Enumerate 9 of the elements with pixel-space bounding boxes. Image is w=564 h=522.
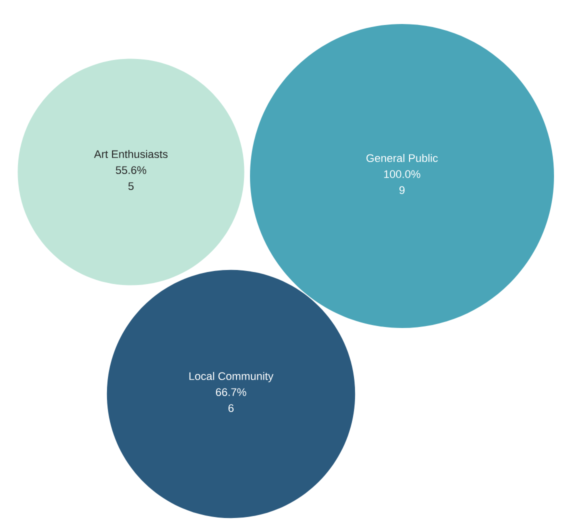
text: 100.0% — [384, 170, 420, 178]
category-label: General Public — [366, 154, 438, 162]
data-label: 5 — [128, 182, 134, 190]
text: 66.7% — [216, 388, 246, 396]
category-label: Local Community — [189, 372, 274, 382]
data-label: 6 — [228, 404, 234, 412]
category-label: Art Enthusiasts — [94, 150, 168, 158]
text: 55.6% — [116, 166, 146, 174]
data-label: 9 — [399, 186, 405, 194]
